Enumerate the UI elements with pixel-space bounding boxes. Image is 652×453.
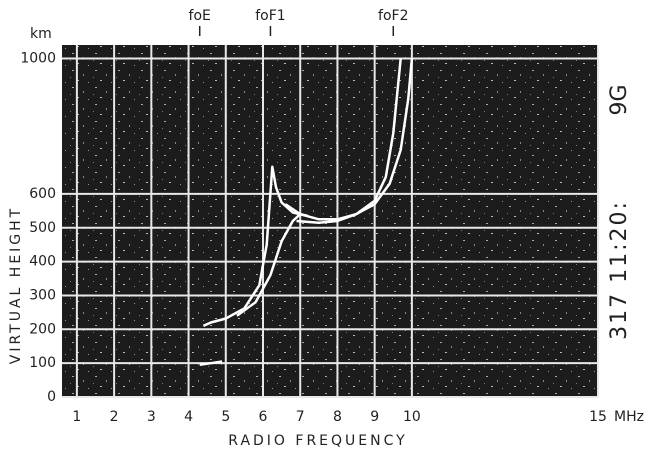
annotation: foE xyxy=(189,8,211,24)
side-label: 9G xyxy=(607,84,632,115)
y-axis-title: VIRTUAL HEIGHT xyxy=(8,206,24,364)
x-tick-label: 7 xyxy=(296,409,305,425)
x-tick-label: 3 xyxy=(147,409,156,425)
y-tick-label: 100 xyxy=(29,355,56,371)
y-tick-label: 200 xyxy=(29,321,56,337)
annotation: foF2 xyxy=(378,8,408,24)
annotation: foF1 xyxy=(255,8,285,24)
y-unit: km xyxy=(30,26,52,42)
x-tick-label: 10 xyxy=(403,409,421,425)
y-tick-label: 500 xyxy=(29,220,56,236)
trace xyxy=(199,360,223,367)
x-tick-label: 15 xyxy=(589,409,607,425)
x-tick-label: 1 xyxy=(72,409,81,425)
x-tick-label: 5 xyxy=(221,409,230,425)
y-tick-label: 1000 xyxy=(20,51,56,67)
y-tick-label: 600 xyxy=(29,186,56,202)
x-tick-label: 8 xyxy=(333,409,342,425)
x-axis-title: RADIO FREQUENCY xyxy=(228,433,407,449)
x-unit: MHz xyxy=(614,409,644,425)
side-label: 317 11:20: xyxy=(607,200,632,340)
trace xyxy=(284,58,414,221)
y-tick-label: 400 xyxy=(29,254,56,270)
trace xyxy=(296,58,402,224)
y-tick-label: 0 xyxy=(47,389,56,405)
x-tick-label: 4 xyxy=(184,409,193,425)
trace xyxy=(202,165,308,328)
x-tick-label: 2 xyxy=(110,409,119,425)
trace xyxy=(236,213,302,317)
x-tick-label: 9 xyxy=(370,409,379,425)
x-tick-label: 6 xyxy=(259,409,268,425)
y-tick-label: 300 xyxy=(29,287,56,303)
